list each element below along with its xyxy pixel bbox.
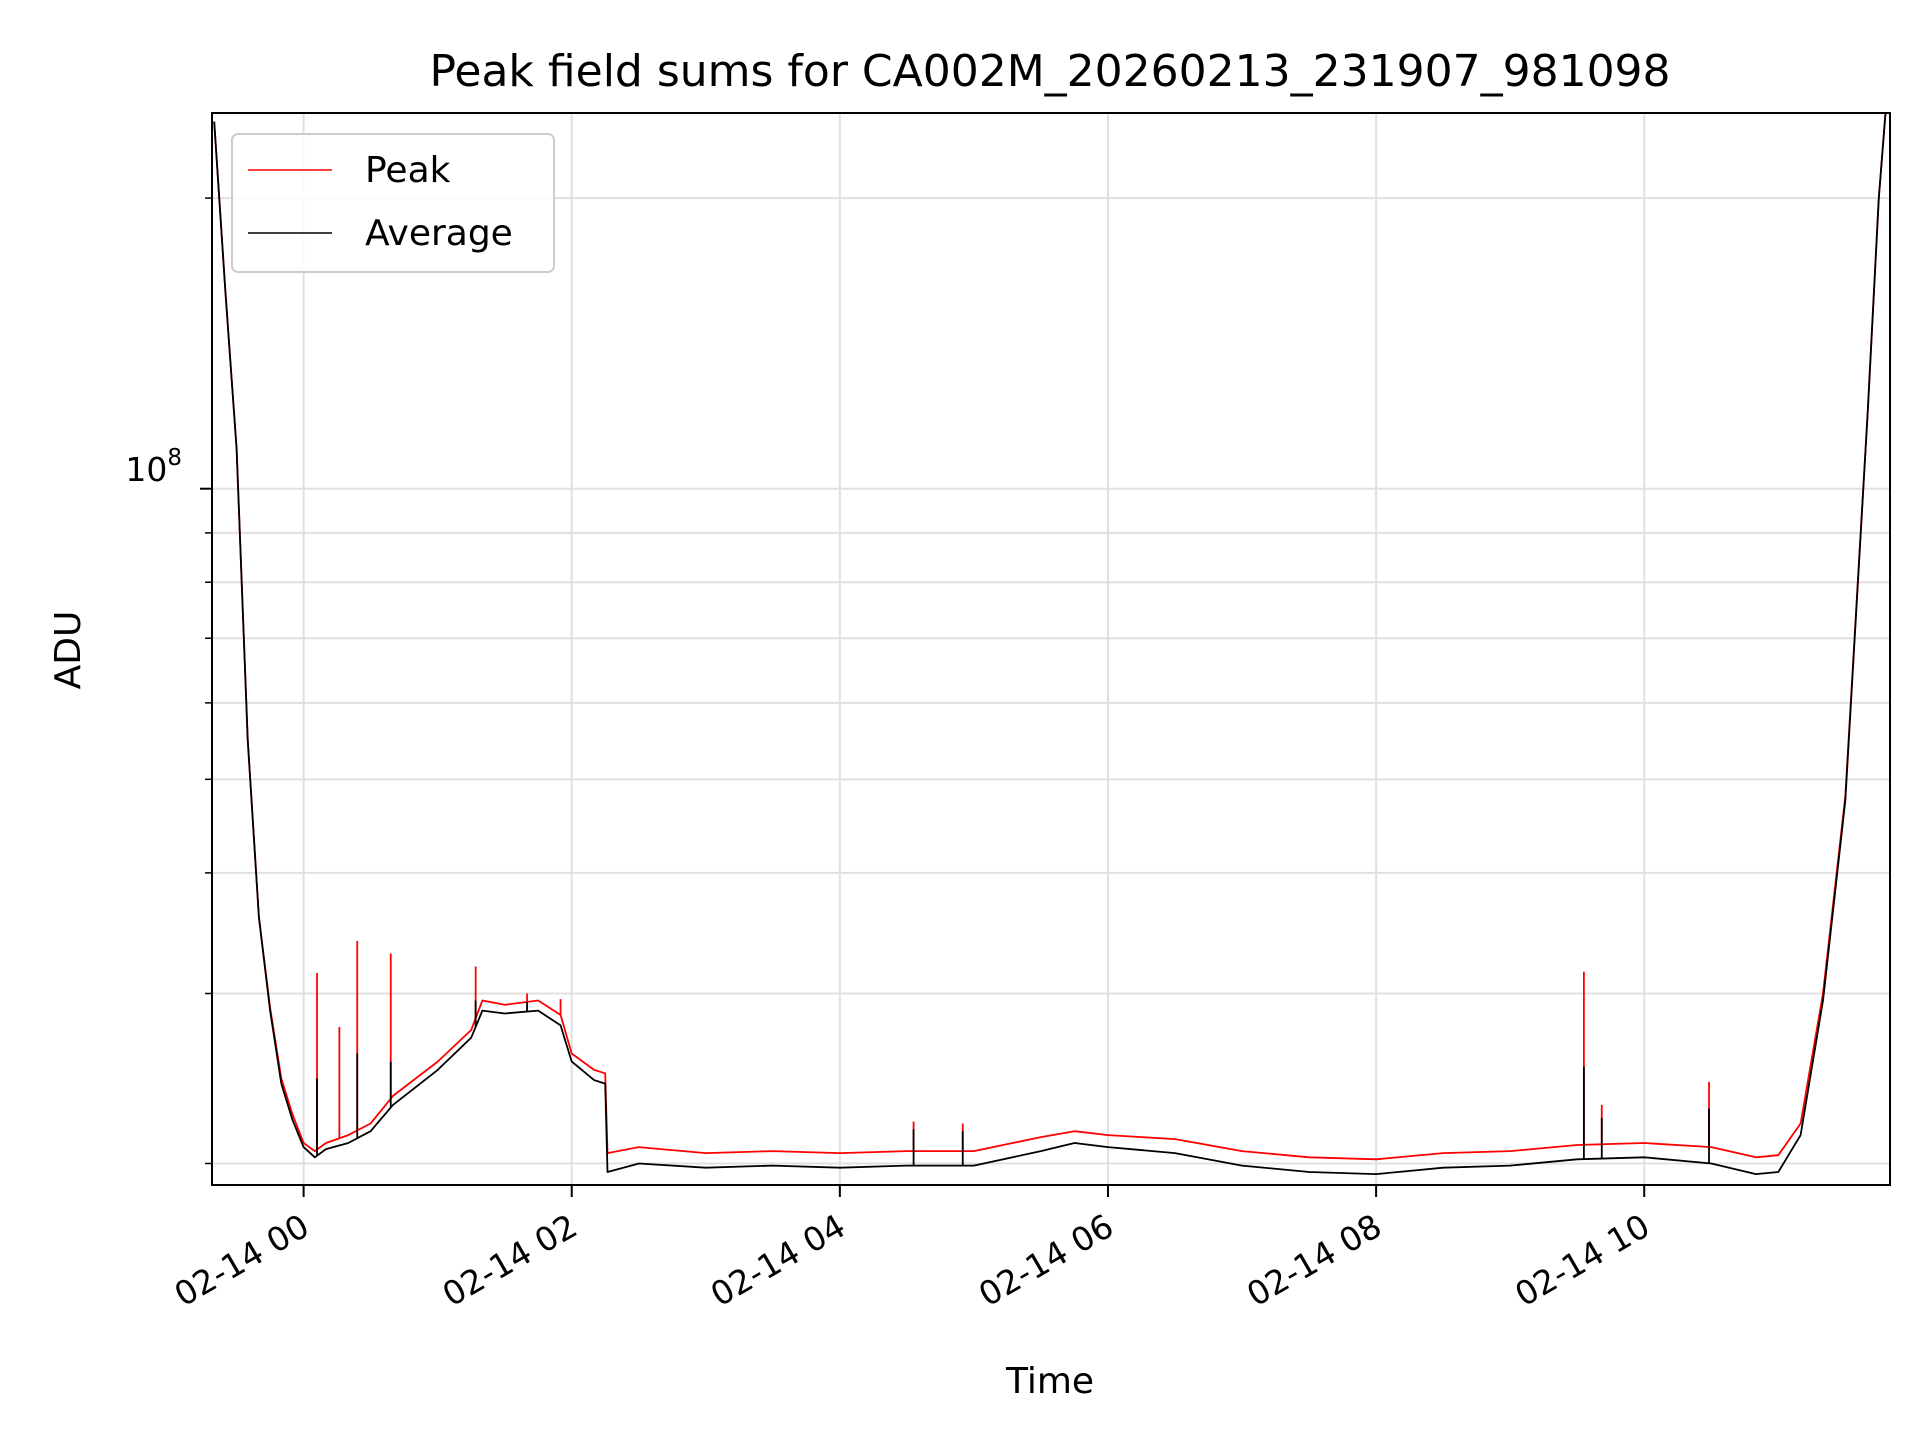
grid <box>212 113 1890 1185</box>
y-tick-exponent: 8 <box>167 445 182 471</box>
y-axis-label: ADU <box>48 611 89 690</box>
x-axis-label: Time <box>1005 1361 1094 1402</box>
chart-title: Peak field sums for CA002M_20260213_2319… <box>429 46 1670 97</box>
legend-label-peak: Peak <box>365 150 451 191</box>
plot-frame <box>211 112 1891 1186</box>
series-line-peak <box>213 113 1887 1161</box>
legend-label-average: Average <box>365 213 513 254</box>
series-line-average <box>213 113 1887 1175</box>
y-tick-mantissa: 10 <box>125 450 167 489</box>
y-axis-ticks <box>200 197 212 1165</box>
series-lines <box>213 113 1887 1175</box>
legend-box <box>231 133 555 273</box>
y-tick-label-major: 108 <box>125 445 182 489</box>
legend: Peak Average <box>231 133 555 273</box>
